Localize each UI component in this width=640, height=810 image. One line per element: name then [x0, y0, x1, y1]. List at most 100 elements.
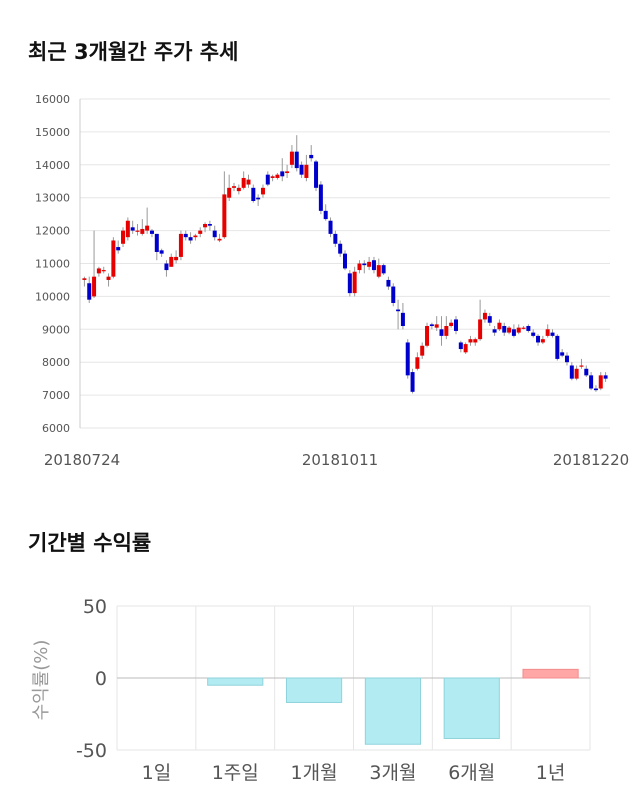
- returns-x-tick-label: 1개월: [291, 762, 338, 784]
- returns-y-tick-label: 0: [95, 668, 107, 690]
- stock-candle: [130, 220, 135, 234]
- returns-y-tick-labels: 50 0 -50: [76, 596, 107, 762]
- stock-candle: [198, 227, 203, 238]
- stock-candle: [154, 233, 159, 261]
- stock-candle: [478, 299, 483, 341]
- stock-candle: [560, 349, 565, 358]
- stock-candle: [270, 174, 275, 182]
- stock-candle: [275, 173, 280, 180]
- returns-bar: [522, 668, 579, 679]
- stock-candle: [111, 237, 116, 279]
- returns-bar: [285, 677, 343, 703]
- stock-candle: [531, 329, 536, 338]
- stock-candle: [352, 266, 357, 297]
- stock-candle: [92, 230, 97, 299]
- returns-y-axis-label: 수익률(%): [31, 640, 52, 721]
- returns-bar-chart: 50 0 -50 1일 1주일 1개월 3개월 6개월 1년 수익률(%): [31, 596, 591, 784]
- stock-candle: [367, 256, 372, 271]
- stock-candle: [526, 324, 531, 333]
- stock-y-tick-label: 16000: [35, 93, 70, 106]
- stock-candle: [574, 365, 579, 381]
- stock-candle: [101, 266, 106, 274]
- stock-y-tick-label: 11000: [35, 258, 70, 271]
- stock-candle: [121, 227, 126, 248]
- stock-candle: [174, 250, 179, 264]
- stock-candle: [564, 352, 569, 366]
- stock-candle: [458, 340, 463, 353]
- stock-candle: [589, 372, 594, 391]
- stock-candle: [164, 260, 169, 277]
- returns-y-tick-label: 50: [83, 596, 107, 618]
- stock-candle: [347, 270, 352, 297]
- stock-candle: [425, 322, 430, 348]
- stock-candle: [125, 217, 130, 241]
- stock-candle: [579, 358, 584, 369]
- returns-x-tick-label: 6개월: [448, 762, 495, 784]
- stock-candle: [453, 316, 458, 335]
- stock-candle: [217, 233, 222, 243]
- stock-candle: [260, 184, 265, 198]
- stock-candle: [598, 372, 603, 391]
- stock-candle: [593, 385, 598, 392]
- stock-candle: [511, 324, 516, 338]
- stock-candle: [178, 230, 183, 261]
- stock-candle: [333, 230, 338, 248]
- stock-candle: [400, 302, 405, 330]
- stock-candle: [299, 161, 304, 178]
- stock-candle: [516, 324, 521, 335]
- stock-candle: [183, 230, 188, 241]
- stock-candle: [207, 220, 212, 231]
- stock-x-tick-labels: 20180724 20181011 20181220: [44, 451, 629, 469]
- stock-candle: [227, 174, 232, 201]
- stock-candle: [468, 335, 473, 346]
- returns-bar: [443, 677, 500, 739]
- stock-candle: [550, 329, 555, 338]
- returns-x-tick-label: 1주일: [212, 762, 259, 784]
- returns-bars: [207, 668, 579, 745]
- stock-candle: [536, 334, 541, 346]
- stock-candle: [87, 276, 92, 303]
- stock-candle: [410, 368, 415, 394]
- stock-candle: [328, 217, 333, 238]
- stock-y-tick-label: 6000: [42, 422, 70, 435]
- stock-candle: [439, 316, 444, 346]
- stock-y-tick-label: 15000: [35, 126, 70, 139]
- stock-candle: [318, 181, 323, 215]
- stock-y-tick-label: 9000: [42, 323, 70, 336]
- stock-candle: [343, 250, 347, 271]
- stock-candle: [285, 164, 290, 178]
- stock-candle: [415, 352, 420, 371]
- stock-candle: [555, 334, 560, 361]
- stock-chart-title: 최근 3개월간 주가 추세: [28, 40, 239, 64]
- stock-candle: [314, 159, 319, 192]
- stock-candle: [135, 224, 140, 236]
- stock-candle: [449, 319, 454, 328]
- stock-candle: [492, 326, 497, 336]
- stock-y-tick-label: 14000: [35, 159, 70, 172]
- stock-candle: [584, 365, 589, 378]
- stock-candle: [82, 276, 87, 287]
- stock-candle: [376, 258, 381, 279]
- stock-candle: [140, 219, 145, 236]
- stock-candle: [497, 319, 502, 331]
- stock-candle: [463, 342, 468, 354]
- stock-candle: [241, 171, 246, 190]
- stock-y-tick-label: 7000: [42, 389, 70, 402]
- stock-candle: [502, 322, 507, 336]
- returns-x-tick-labels: 1일 1주일 1개월 3개월 6개월 1년: [142, 762, 566, 784]
- stock-candles: [82, 135, 608, 394]
- returns-gridlines: [116, 605, 591, 751]
- stock-candle: [362, 260, 367, 274]
- stock-candle: [357, 260, 362, 274]
- returns-x-tick-label: 1일: [142, 762, 172, 784]
- stock-price-chart: 16000 15000 14000 13000 12000 11000 10000 9000 8…: [35, 93, 629, 469]
- stock-candle: [603, 372, 608, 382]
- returns-bar: [207, 677, 264, 686]
- stock-candle: [246, 174, 251, 188]
- stock-x-tick-label: 20181220: [553, 451, 629, 469]
- stock-candle: [405, 339, 410, 379]
- stock-candle: [116, 240, 121, 254]
- stock-y-tick-label: 8000: [42, 356, 70, 369]
- stock-candle: [323, 204, 328, 221]
- stock-candle: [106, 273, 111, 287]
